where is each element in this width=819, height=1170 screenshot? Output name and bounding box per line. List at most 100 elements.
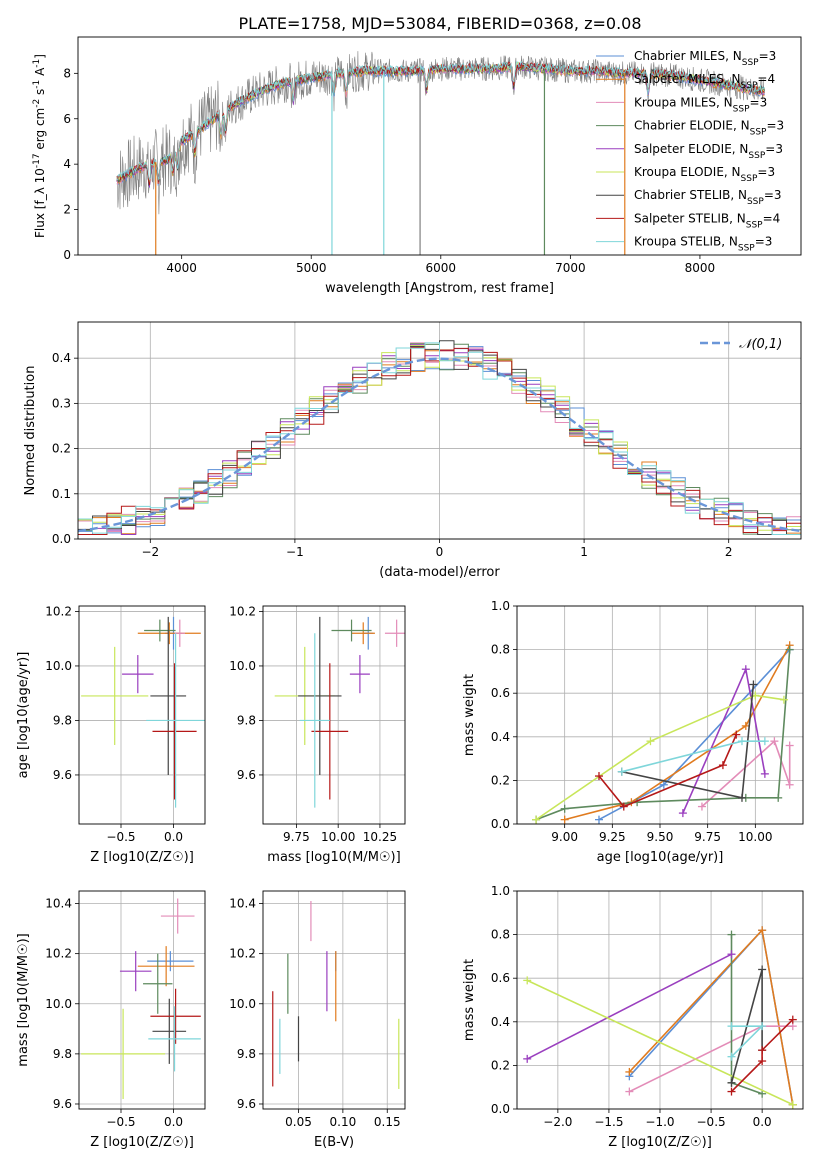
legend-label: Salpeter MILES, NSSP=4 xyxy=(634,72,775,91)
plot-area xyxy=(523,926,797,1109)
legend-label: Salpeter ELODIE, NSSP=3 xyxy=(634,142,783,161)
y-tick-label: 9.6 xyxy=(53,768,72,782)
mass-weight-marker xyxy=(646,737,655,746)
y-tick-label: 9.6 xyxy=(53,1097,72,1111)
y-tick-label: 0.0 xyxy=(491,817,510,831)
x-tick-label: 0 xyxy=(436,545,444,559)
y-tick-label: 0 xyxy=(63,248,71,262)
mass-weight-marker xyxy=(749,680,758,689)
y-axis-label: Flux [f_λ 10-17 erg cm-2 s-1 A-1] xyxy=(32,54,47,238)
legend-label: Kroupa STELIB, NSSP=3 xyxy=(634,235,772,254)
mass-weight-marker xyxy=(770,737,779,746)
axes-frame xyxy=(78,890,206,1110)
x-tick-label: 4000 xyxy=(166,261,197,275)
axes-frame xyxy=(77,36,802,256)
legend-label: Chabrier MILES, NSSP=3 xyxy=(634,49,776,68)
y-tick-label: 0.4 xyxy=(491,730,510,744)
mass-weight-marker xyxy=(697,802,706,811)
y-tick-label: 0.8 xyxy=(491,643,510,657)
panel-mass_weight_vs_Z: −2.0 −1.5 −1.0 −0.5 0.0 0.0 0.2 0.4 0.6 0.8 1.0 Z [… xyxy=(462,884,804,1150)
x-tick-label: −1.0 xyxy=(645,1115,674,1129)
axes-frame xyxy=(262,605,406,825)
y-tick-label: 9.8 xyxy=(237,713,256,727)
y-tick-label: 10.2 xyxy=(229,604,256,618)
mass-weight-marker xyxy=(760,769,769,778)
x-axis-label: Z [log10(Z/Z☉)] xyxy=(90,850,194,865)
ticks: 4000 5000 6000 7000 8000 0 2 4 6 8 xyxy=(63,66,715,275)
x-axis-label: E(B-V) xyxy=(314,1135,354,1150)
x-tick-label: 0.0 xyxy=(164,1115,183,1129)
x-tick-label: 9.75 xyxy=(283,830,310,844)
ticks: −0.5 0.0 9.6 9.8 10.0 10.2 10.4 xyxy=(45,897,183,1129)
x-tick-label: 8000 xyxy=(685,261,716,275)
x-tick-label: 0.0 xyxy=(753,1115,772,1129)
x-tick-label: −0.5 xyxy=(106,1115,135,1129)
y-tick-label: 0.4 xyxy=(52,351,71,365)
y-tick-label: 0.0 xyxy=(491,1102,510,1116)
gaussian-reference-curve xyxy=(78,357,801,533)
plot-area xyxy=(274,616,405,808)
mass-weight-marker xyxy=(625,1067,634,1076)
ticks: −2 −1 0 1 2 0.0 0.1 0.2 0.3 0.4 xyxy=(52,351,733,559)
mass-weight-marker xyxy=(788,1015,797,1024)
mass-weight-line xyxy=(564,644,791,821)
axes-frame xyxy=(516,605,804,825)
plot-area xyxy=(532,641,794,824)
plot-area xyxy=(78,340,801,535)
x-tick-label: 7000 xyxy=(555,261,586,275)
mass-weight-marker xyxy=(758,1057,767,1066)
x-tick-label: −1.5 xyxy=(594,1115,623,1129)
plot-area xyxy=(81,898,201,1099)
mass-weight-marker xyxy=(785,741,794,750)
axes-frame xyxy=(516,890,804,1110)
y-tick-label: 2 xyxy=(63,203,71,217)
mass-weight-line xyxy=(701,739,791,808)
mass-weight-marker xyxy=(560,815,569,824)
x-tick-label: 1 xyxy=(580,545,588,559)
mass-weight-marker xyxy=(727,950,736,959)
mass-weight-marker xyxy=(758,965,767,974)
mass-weight-line xyxy=(598,734,738,808)
mass-weight-marker xyxy=(727,1078,736,1087)
plot-area xyxy=(81,616,205,808)
y-tick-label: 10.2 xyxy=(45,604,72,618)
x-tick-label: 5000 xyxy=(296,261,327,275)
y-axis-label: mass weight xyxy=(462,959,477,1041)
y-tick-label: 1.0 xyxy=(491,884,510,898)
y-tick-label: 10.0 xyxy=(229,997,256,1011)
y-tick-label: 9.8 xyxy=(53,713,72,727)
mass-weight-marker xyxy=(788,1100,797,1109)
ticks: −0.5 0.0 9.6 9.8 10.0 10.2 xyxy=(45,604,183,844)
mass-weight-marker xyxy=(727,930,736,939)
mass-weight-marker xyxy=(718,761,727,770)
panel-age_vs_mass: 9.75 10.00 10.25 9.6 9.8 10.0 10.2 mass [log10(… xyxy=(229,604,406,865)
axes-frame xyxy=(262,890,406,1110)
mass-weight-marker xyxy=(741,665,750,674)
panel-age_vs_Z: −0.5 0.0 9.6 9.8 10.0 10.2 Z [log10(Z/Z☉)] age … xyxy=(16,604,206,865)
ticks: 9.75 10.00 10.25 9.6 9.8 10.0 10.2 xyxy=(229,604,397,844)
x-axis-label: mass [log10(M/M☉)] xyxy=(267,850,400,865)
y-tick-label: 9.8 xyxy=(237,1047,256,1061)
y-axis-label: mass [log10(M/M☉)] xyxy=(16,933,31,1066)
mass-weight-marker xyxy=(758,1046,767,1055)
y-tick-label: 9.6 xyxy=(237,1097,256,1111)
mass-weight-marker xyxy=(774,793,783,802)
y-tick-label: 10.0 xyxy=(45,997,72,1011)
plot-area xyxy=(272,901,400,1089)
x-axis-label: Z [log10(Z/Z☉)] xyxy=(608,1135,712,1150)
panel-mass_vs_Z: −0.5 0.0 9.6 9.8 10.0 10.2 10.4 Z [log10(Z/Z☉)]… xyxy=(16,890,206,1150)
y-tick-label: 0.2 xyxy=(491,773,510,787)
panel-mass_weight_vs_age: 9.00 9.25 9.50 9.75 10.00 0.0 0.2 0.4 0.6 0.8 1.0 a… xyxy=(462,599,804,865)
y-tick-label: 0.2 xyxy=(52,442,71,456)
x-tick-label: 0.10 xyxy=(330,1115,357,1129)
x-tick-label: −0.5 xyxy=(697,1115,726,1129)
gridlines xyxy=(263,891,405,1109)
mass-weight-marker xyxy=(594,815,603,824)
x-axis-label: age [log10(age/yr)] xyxy=(597,850,724,865)
panel-mass_vs_EBV: 0.05 0.10 0.15 9.6 9.8 10.0 10.2 10.4 E(B-V) xyxy=(229,890,406,1150)
mass-weight-marker xyxy=(619,802,628,811)
mass-weight-marker xyxy=(727,1087,736,1096)
y-tick-label: 0.0 xyxy=(52,532,71,546)
y-tick-label: 9.8 xyxy=(53,1047,72,1061)
y-tick-label: 6 xyxy=(63,112,71,126)
